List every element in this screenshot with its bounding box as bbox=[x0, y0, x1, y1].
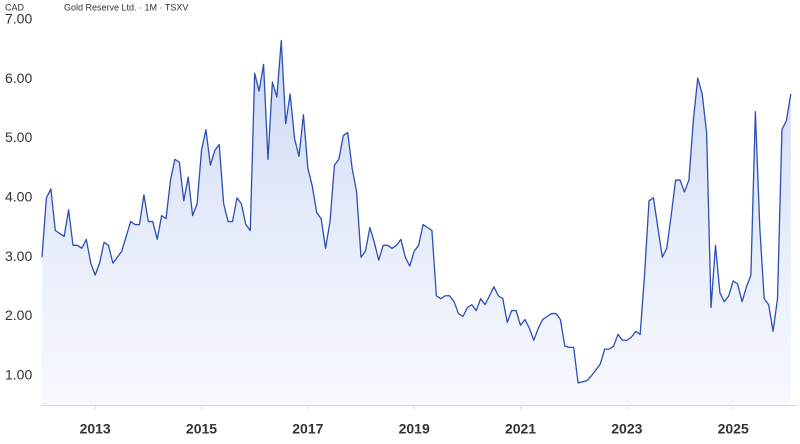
y-tick-label: 4.00 bbox=[5, 189, 32, 205]
y-tick-label: 5.00 bbox=[5, 129, 32, 145]
price-line bbox=[41, 39, 792, 384]
x-tick-label: 2013 bbox=[80, 421, 111, 437]
x-tick-label: 2019 bbox=[399, 421, 430, 437]
y-tick-label: 2.00 bbox=[5, 307, 32, 323]
y-tick-label: 1.00 bbox=[5, 367, 32, 383]
chart-title: Gold Reserve Ltd. · 1M · TSXV bbox=[64, 2, 188, 12]
x-tick-label: 2025 bbox=[718, 421, 749, 437]
x-tick-label: 2015 bbox=[186, 421, 217, 437]
y-tick-label: 3.00 bbox=[5, 248, 32, 264]
currency-label: CAD bbox=[5, 2, 25, 12]
y-tick-label: 6.00 bbox=[5, 70, 32, 86]
x-tick-label: 2017 bbox=[292, 421, 323, 437]
x-tick-label: 2023 bbox=[611, 421, 642, 437]
x-tick-label: 2021 bbox=[505, 421, 536, 437]
y-tick-label: 7.00 bbox=[5, 11, 32, 27]
area-fill bbox=[42, 40, 791, 406]
